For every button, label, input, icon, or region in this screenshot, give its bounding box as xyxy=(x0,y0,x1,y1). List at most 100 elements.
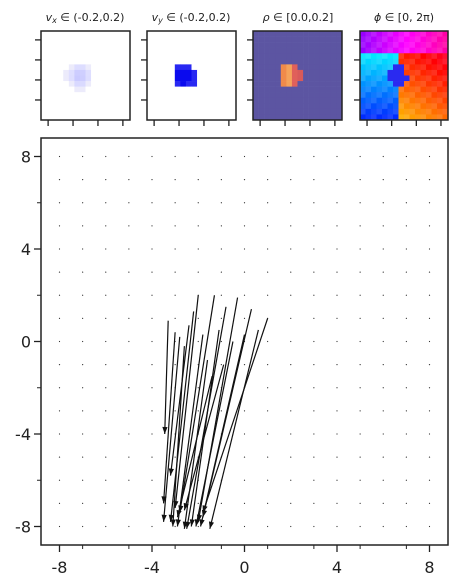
quiver-grid-point xyxy=(174,410,176,412)
heatmap-cell xyxy=(420,36,427,43)
quiver-grid-point xyxy=(174,271,176,273)
quiver-grid-point xyxy=(359,502,361,504)
heatmap-cell xyxy=(113,81,120,87)
heatmap-cell xyxy=(230,69,237,76)
heatmap-cell xyxy=(387,31,394,37)
heatmap-cell xyxy=(308,75,315,82)
heatmap-cell xyxy=(158,75,164,82)
heatmap-cell xyxy=(113,114,120,121)
heatmap-cell xyxy=(113,108,120,115)
quiver-grid-point xyxy=(82,433,84,435)
heatmap-cell xyxy=(213,47,220,54)
heatmap-cell xyxy=(224,114,231,121)
heatmap-frame xyxy=(359,30,449,121)
heatmap-cell xyxy=(280,86,287,93)
heatmap-cell xyxy=(258,92,265,99)
heatmap-cell xyxy=(202,69,209,76)
heatmap-cell xyxy=(382,47,388,54)
heatmap-cell xyxy=(74,92,81,99)
heatmap-cell xyxy=(393,97,399,104)
heatmap-cell xyxy=(158,42,164,48)
quiver-grid-point xyxy=(313,502,315,504)
heatmap-cell xyxy=(219,108,226,115)
heatmap-cell xyxy=(382,75,388,82)
heatmap-cell xyxy=(336,47,343,54)
heatmap-cell xyxy=(336,53,343,60)
heatmap-cell xyxy=(420,97,427,104)
heatmap-cell xyxy=(79,103,86,110)
heatmap-cell xyxy=(213,42,220,48)
heatmap-cell xyxy=(41,69,47,76)
heatmap-cell xyxy=(213,36,220,43)
quiver-grid-point xyxy=(428,248,431,250)
heatmap-cell xyxy=(420,86,427,93)
heatmap-cell xyxy=(420,42,427,48)
heatmap-cell xyxy=(264,75,270,82)
quiver-grid-point xyxy=(128,364,130,366)
heatmap-cell xyxy=(191,31,198,37)
heatmap-cell xyxy=(163,31,170,37)
heatmap-cell xyxy=(360,75,366,82)
x-tick-label: 8 xyxy=(424,558,434,577)
heatmap-cell xyxy=(169,108,176,115)
heatmap-cell xyxy=(308,114,315,121)
heatmap-cell xyxy=(197,81,203,87)
heatmap-cell xyxy=(303,53,309,60)
quiver-grid-point xyxy=(405,155,407,158)
quiver-grid-point xyxy=(174,225,176,227)
y-tick-label: -4 xyxy=(15,425,31,444)
heatmap-cell xyxy=(330,103,337,110)
heatmap-cell xyxy=(224,47,231,54)
heatmap-cell xyxy=(41,31,47,37)
heatmap-cell xyxy=(264,31,270,37)
heatmap-cell xyxy=(185,42,192,48)
heatmap-cell xyxy=(336,36,343,43)
heatmap-cell xyxy=(191,58,198,65)
heatmap-cell xyxy=(325,31,332,37)
heatmap-cell xyxy=(280,92,287,99)
heatmap-cell xyxy=(426,53,432,60)
heatmap-cell xyxy=(208,97,215,104)
heatmap-cell xyxy=(269,47,276,54)
heatmap-cell xyxy=(360,47,366,54)
quiver-grid-point xyxy=(336,433,338,435)
heatmap-cell xyxy=(213,81,220,87)
quiver-grid-point xyxy=(82,294,84,296)
heatmap-cell xyxy=(420,114,427,121)
heatmap-panel xyxy=(141,30,237,126)
heatmap-cell xyxy=(102,81,109,87)
heatmap-cell xyxy=(275,108,282,115)
heatmap-cell xyxy=(191,97,198,104)
heatmap-cell xyxy=(376,86,383,93)
heatmap-cell xyxy=(325,114,332,121)
heatmap-cell xyxy=(219,36,226,43)
heatmap-cell xyxy=(147,92,153,99)
quiver-grid-point xyxy=(359,364,361,366)
heatmap-cell xyxy=(442,36,449,43)
heatmap-cell xyxy=(158,86,164,93)
quiver-grid-point xyxy=(267,225,269,227)
quiver-grid-point xyxy=(82,387,84,389)
quiver-grid-point xyxy=(105,294,107,296)
heatmap-cell xyxy=(319,36,326,43)
heatmap-cell xyxy=(360,81,366,87)
heatmap-cell xyxy=(387,36,394,43)
heatmap-cell xyxy=(325,58,332,65)
heatmap-cell xyxy=(41,86,47,93)
heatmap-cell xyxy=(426,103,432,110)
heatmap-cell xyxy=(208,108,215,115)
heatmap-cell xyxy=(213,114,220,121)
heatmap-cell xyxy=(202,92,209,99)
quiver-grid-point xyxy=(220,179,222,181)
heatmap-cell xyxy=(169,81,176,87)
heatmap-cell xyxy=(230,58,237,65)
heatmap-cell xyxy=(41,97,47,104)
quiver-grid-point xyxy=(359,317,361,319)
heatmap-cell xyxy=(224,31,231,37)
quiver-grid-point xyxy=(313,294,315,296)
heatmap-cell xyxy=(404,81,410,87)
quiver-grid-point xyxy=(359,410,361,412)
heatmap-cell xyxy=(163,86,170,93)
quiver-grid-point xyxy=(220,225,222,227)
heatmap-cell xyxy=(158,108,164,115)
